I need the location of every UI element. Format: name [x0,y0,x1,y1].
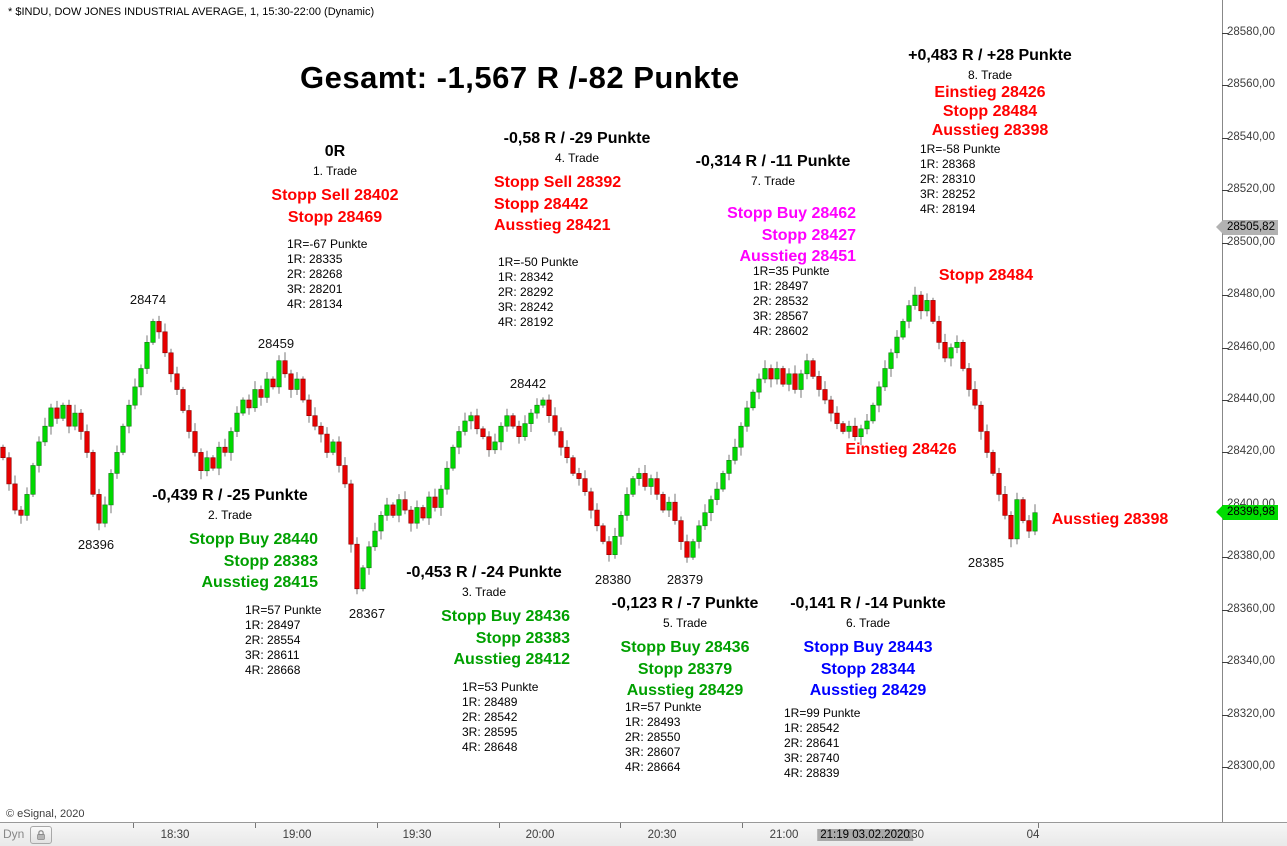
time-tickmark [499,823,500,828]
trade-signals: Einstieg 28426 Stopp 28484 Ausstieg 2839… [931,84,1049,139]
price-marker: 28396,98 [1216,505,1278,521]
price-tick-label: 28460,00 [1222,341,1275,353]
trade-name: 3. Trade [461,585,507,599]
chart-price-label: 28379 [666,572,704,587]
axis-lock-button[interactable] [30,826,52,844]
time-tick-label: :30 [908,829,924,841]
price-marker: 28505,82 [1216,219,1278,235]
trade-name: 4. Trade [554,151,600,165]
price-tick-label: 28520,00 [1222,183,1275,195]
price-tick-label: 28480,00 [1222,288,1275,300]
chart-price-label: 28442 [509,376,547,391]
trade-result: -0,314 R / -11 Punkte [695,153,851,170]
trade-stats: 1R=-50 Punkte 1R: 28342 2R: 28292 3R: 2824… [498,254,579,329]
time-tick-label: 04 [1026,829,1040,841]
trade-result: +0,483 R / +28 Punkte [908,47,1072,64]
price-tick-label: 28500,00 [1222,236,1275,248]
price-axis[interactable]: 28580,00 28560,00 28540,00 28520,00 28500,00… [1216,0,1287,822]
trade-name: 2. Trade [207,508,253,522]
trade-result: 0R [324,143,346,160]
chart-annotation[interactable]: Stopp 28484 [938,267,1034,284]
trade-stats: 1R=-67 Punkte 1R: 28335 2R: 28268 3R: 2820… [287,237,368,311]
trade-result: -0,141 R / -14 Punkte [790,595,946,612]
trade-name: 5. Trade [662,616,708,630]
trade-signals: Stopp Buy 28436 Stopp 28383 Ausstieg 284… [441,608,570,668]
chart-annotation[interactable]: Ausstieg 28398 [1051,511,1169,528]
price-tick-label: 28580,00 [1222,26,1275,38]
trade-signals: Stopp Sell 28392 Stopp 28442 Ausstieg 28… [494,174,622,234]
trade-stats: 1R=35 Punkte 1R: 28497 2R: 28532 3R: 28567… [753,263,830,338]
chart-price-label: 28385 [967,555,1005,570]
trade-signals: Stopp Buy 28462 Stopp 28427 Ausstieg 284… [727,205,856,265]
trade-annotation-8[interactable]: +0,483 R / +28 Punkte 8. Trade Einstieg … [897,47,1083,217]
time-tickmark [620,823,621,828]
chart-annotation[interactable]: Einstieg 28426 [845,441,957,458]
price-tick-label: 28360,00 [1222,603,1275,615]
price-tick-label: 28320,00 [1222,708,1275,720]
trade-stats: 1R=57 Punkte 1R: 28497 2R: 28554 3R: 28611… [245,602,322,677]
trade-result: -0,439 R / -25 Punkte [152,487,308,504]
chart-price-label: 28367 [348,606,386,621]
padlock-icon [37,830,45,840]
time-tickmark [1038,823,1039,828]
price-tick-label: 28440,00 [1222,393,1275,405]
time-tick-label: 19:30 [402,829,432,841]
summary-title: Gesamt: -1,567 R /-82 Punkte [300,60,740,95]
time-tickmark [133,823,134,828]
time-tick-label: 19:00 [282,829,312,841]
trade-name: 6. Trade [845,616,891,630]
price-tick-label: 28300,00 [1222,760,1275,772]
chart-area[interactable]: * $INDU, DOW JONES INDUSTRIAL AVERAGE, 1… [0,0,1222,822]
trade-annotation-6[interactable]: -0,141 R / -14 Punkte 6. Trade Stopp Buy… [783,595,953,781]
trade-annotation-3[interactable]: -0,453 R / -24 Punkte 3. Trade Stopp Buy… [398,564,570,755]
trade-signals: Stopp Sell 28402 Stopp 28469 [271,187,399,226]
trade-annotation-5[interactable]: -0,123 R / -7 Punkte 5. Trade Stopp Buy … [605,595,765,775]
trade-signals: Stopp Buy 28443 Stopp 28344 Ausstieg 284… [803,639,933,699]
trade-stats: 1R=-58 Punkte 1R: 28368 2R: 28310 3R: 2825… [920,142,1001,216]
trade-result: -0,453 R / -24 Punkte [406,564,562,581]
time-tick-label: 18:30 [160,829,190,841]
trade-annotation-2[interactable]: -0,439 R / -25 Punkte 2. Trade Stopp Buy… [142,487,322,678]
trade-stats: 1R=57 Punkte 1R: 28493 2R: 28550 3R: 28607… [625,699,702,774]
trade-stats: 1R=53 Punkte 1R: 28489 2R: 28542 3R: 28595… [462,679,539,754]
chart-price-label: 28474 [129,292,167,307]
trade-stats: 1R=99 Punkte 1R: 28542 2R: 28641 3R: 28740… [784,705,861,780]
price-tick-label: 28560,00 [1222,78,1275,90]
time-tick-label: 20:00 [525,829,555,841]
time-tick-label: 20:30 [647,829,677,841]
dyn-scale-label: Dyn [3,827,25,841]
trade-annotation-4[interactable]: -0,58 R / -29 Punkte 4. Trade Stopp Sell… [494,130,660,330]
trade-signals: Stopp Buy 28436 Stopp 28379 Ausstieg 284… [620,639,750,699]
time-tickmark [255,823,256,828]
copyright-notice: © eSignal, 2020 [6,808,85,820]
chart-price-label: 28380 [594,572,632,587]
price-tick-label: 28380,00 [1222,550,1275,562]
trade-annotation-7[interactable]: -0,314 R / -11 Punkte 7. Trade Stopp Buy… [690,153,856,339]
time-tickmark [377,823,378,828]
trade-signals: Stopp Buy 28440 Stopp 28383 Ausstieg 284… [189,531,318,591]
price-tick-label: 28420,00 [1222,445,1275,457]
price-tick-label: 28340,00 [1222,655,1275,667]
chart-price-label: 28396 [77,537,115,552]
price-tick-label: 28540,00 [1222,131,1275,143]
trade-annotation-1[interactable]: 0R 1. Trade Stopp Sell 28402 Stopp 28469… [250,143,420,312]
time-tick-label: 21:00 [769,829,799,841]
time-axis[interactable]: Dyn 18:30 19:00 19:30 20:00 20:30 21:00 21:19 … [0,822,1287,846]
trade-result: -0,58 R / -29 Punkte [503,130,651,147]
chart-price-label: 28459 [257,336,295,351]
time-tickmark [742,823,743,828]
trade-name: 8. Trade [967,68,1013,82]
trade-result: -0,123 R / -7 Punkte [611,595,759,612]
trade-name: 7. Trade [750,174,796,188]
cursor-time-label: 21:19 03.02.2020 [817,829,913,841]
candlesticks [0,286,1038,595]
trade-name: 1. Trade [312,164,358,178]
price-axis-border [1222,0,1223,822]
symbol-title: * $INDU, DOW JONES INDUSTRIAL AVERAGE, 1… [8,6,375,18]
candlestick-plot[interactable] [0,0,1222,822]
